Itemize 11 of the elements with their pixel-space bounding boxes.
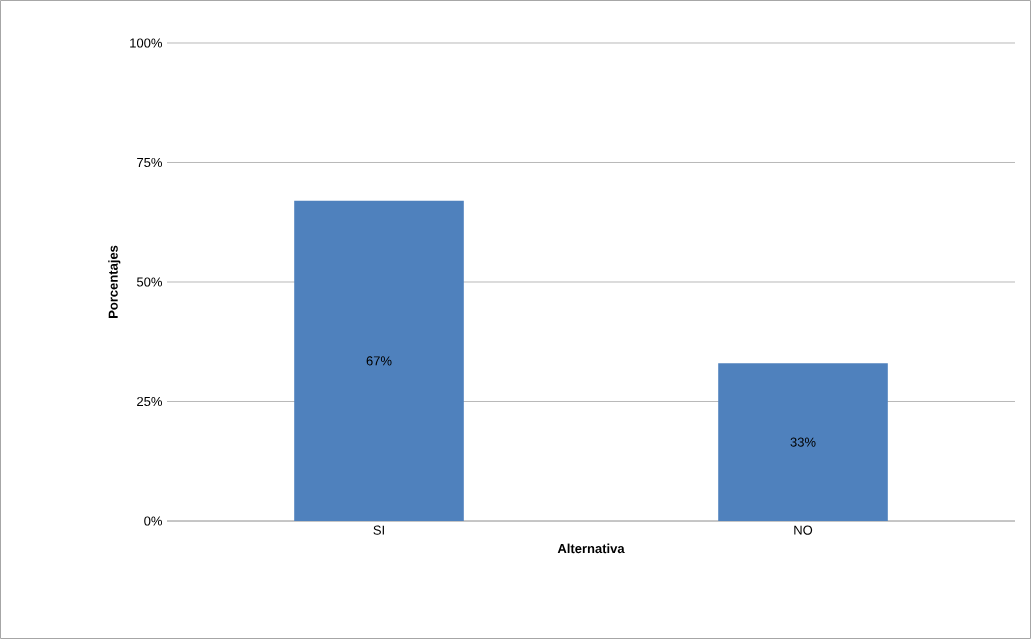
x-tick-label: NO <box>794 525 813 535</box>
x-axis-title: Alternativa <box>557 543 625 554</box>
y-tick-label: 25% <box>137 396 162 407</box>
data-label: 33% <box>790 437 816 447</box>
y-tick-label: 75% <box>137 157 162 168</box>
y-tick-label: 0% <box>144 516 162 526</box>
data-label: 67% <box>366 356 392 366</box>
y-axis-title: Porcentajes <box>108 245 121 318</box>
y-tick-label: 100% <box>130 38 162 48</box>
x-tick-label: SI <box>373 525 384 535</box>
y-tick-label: 50% <box>136 277 162 287</box>
